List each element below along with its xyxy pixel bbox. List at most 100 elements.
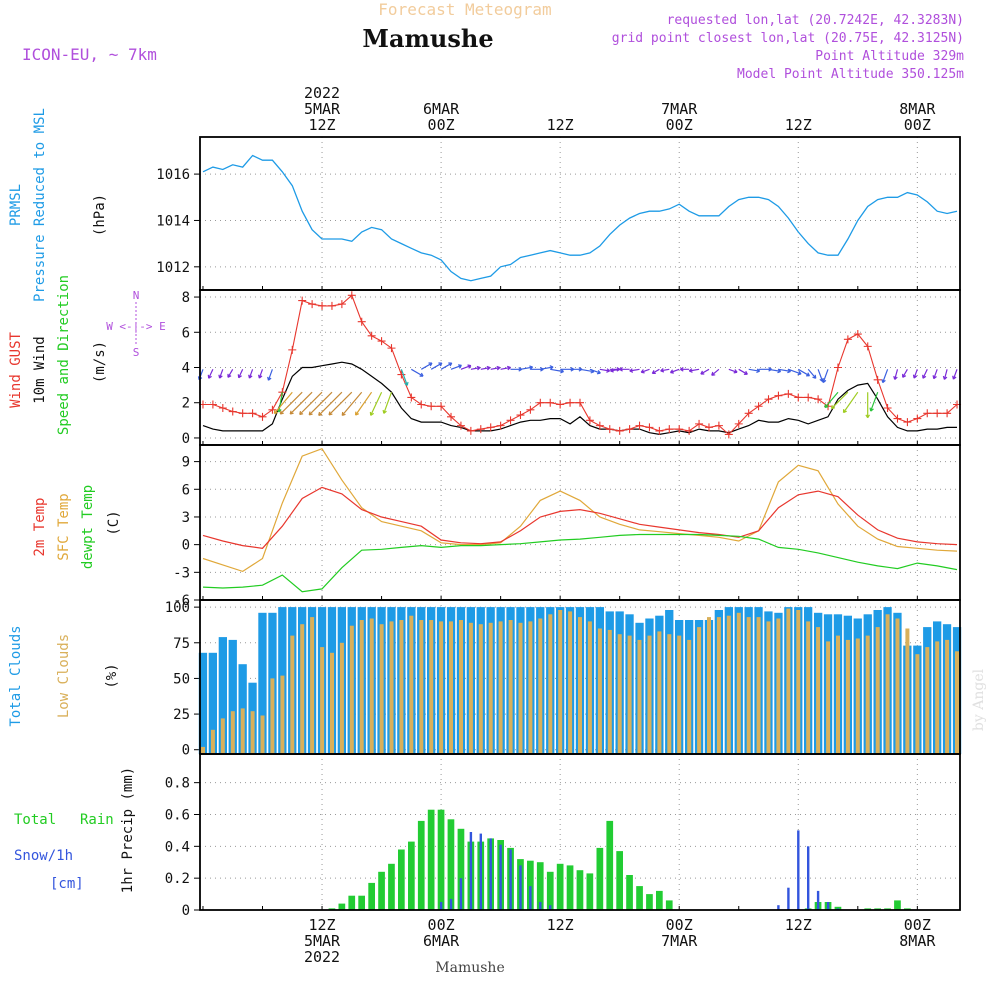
compass-north: N — [133, 289, 140, 302]
low-cloud-bar — [657, 631, 662, 754]
wind-arrow — [227, 368, 234, 378]
top-time-label: 2022 — [304, 84, 340, 102]
gust-marker — [595, 421, 604, 430]
low-cloud-bar — [627, 635, 632, 754]
low-cloud-bar — [597, 628, 602, 754]
gust-marker — [298, 296, 307, 305]
low-cloud-bar — [786, 608, 791, 754]
wind-speed-line — [202, 361, 957, 436]
gust-marker — [714, 421, 723, 430]
bottom-time-label: 12Z — [308, 916, 335, 934]
y-tick-label: 0 — [182, 538, 190, 554]
low-cloud-bar — [756, 617, 761, 754]
low-cloud-bar — [617, 634, 622, 754]
gust-marker — [248, 409, 257, 418]
gust-marker — [228, 407, 237, 416]
requested-coords: requested lon,lat (20.7242E, 42.3283N) — [667, 13, 964, 28]
low-cloud-bar — [578, 617, 582, 754]
wind-arrow — [440, 362, 453, 370]
gust-marker — [526, 405, 535, 414]
snow-bar — [797, 830, 800, 910]
wind-arrow — [679, 366, 690, 372]
y-tick-label: 0.8 — [165, 776, 190, 792]
low-cloud-bar — [280, 675, 285, 754]
gust-marker — [615, 426, 624, 435]
top-time-label: 8MAR — [899, 100, 936, 118]
low-cloud-bar — [220, 718, 225, 754]
low-cloud-bar — [300, 624, 305, 754]
low-cloud-bar — [201, 746, 205, 754]
low-cloud-bar — [915, 654, 920, 754]
low-cloud-bar — [369, 618, 374, 754]
wind-arrow — [430, 362, 443, 370]
y-tick-label: 1014 — [156, 213, 190, 229]
low-cloud-bar — [449, 621, 453, 754]
low-cloud-bar — [419, 620, 424, 754]
rain-bar — [576, 870, 584, 910]
gust-label: Wind GUST — [8, 332, 24, 408]
top-time-label: 5MAR — [304, 100, 341, 118]
dewpt-temp-label: dewpt Temp — [80, 485, 96, 569]
wind-arrow — [830, 391, 849, 410]
gust-marker — [853, 330, 862, 339]
gust-marker — [258, 412, 267, 421]
y-tick-label: 1016 — [156, 167, 190, 183]
pressure-msl-label: Pressure Reduced to MSL — [32, 108, 48, 302]
y-tick-label: 0 — [182, 431, 190, 447]
wind-arrow — [510, 366, 523, 372]
wind-arrow — [711, 368, 720, 376]
y-tick-label: 4 — [182, 361, 190, 377]
low-cloud-bar — [855, 638, 860, 754]
y-tick-label: 25 — [173, 707, 190, 723]
low-cloud-bar — [816, 627, 821, 754]
wind-label: 10m Wind — [32, 336, 48, 403]
wind-arrow — [640, 368, 650, 374]
y-tick-label: 3 — [182, 510, 190, 526]
low-cloud-bar — [647, 635, 652, 754]
snow-bar — [449, 898, 453, 910]
wind-arrow — [470, 365, 481, 371]
gust-marker — [437, 402, 446, 411]
gust-marker — [585, 416, 594, 425]
low-cloud-bar — [399, 620, 404, 754]
pressure-line — [202, 154, 958, 282]
y-tick-label: 100 — [165, 600, 190, 616]
low-cloud-bar — [865, 635, 870, 754]
low-cloud-bar — [746, 617, 751, 754]
gust-marker — [625, 425, 634, 434]
rain-bar — [398, 849, 405, 910]
wind-arrow — [318, 391, 343, 416]
gust-marker — [546, 398, 555, 407]
wind-arrow — [490, 365, 501, 371]
wind-arrow — [869, 391, 879, 412]
gust-marker — [476, 425, 485, 434]
low-cloud-bar — [429, 620, 434, 754]
rain-bar — [586, 873, 594, 910]
low-cloud-bar — [776, 618, 781, 754]
gust-marker — [506, 416, 515, 425]
gust-marker — [347, 291, 356, 300]
gust-marker — [645, 423, 654, 432]
gust-marker — [327, 301, 336, 310]
rain-bar — [348, 895, 356, 910]
rain-bar — [546, 871, 554, 910]
bottom-time-label: 12Z — [785, 916, 812, 934]
low-cloud-bar — [538, 618, 543, 754]
low-cloud-bar — [726, 615, 731, 754]
wind-arrow — [341, 391, 363, 416]
rain-bar — [606, 820, 614, 910]
low-cloud-bar — [548, 614, 553, 754]
snow-bar — [539, 902, 542, 910]
wind-arrow — [218, 369, 224, 379]
wind-arrow — [450, 364, 462, 370]
low-cloud-bar — [379, 624, 384, 754]
gust-marker — [943, 409, 952, 418]
total-cloud-bar — [218, 637, 227, 754]
gust-marker — [774, 391, 783, 400]
gust-marker — [337, 300, 346, 309]
low-cloud-bar — [518, 622, 523, 754]
wind-arrow — [629, 368, 640, 373]
gust-marker — [893, 414, 902, 423]
rain-bar — [437, 809, 445, 910]
